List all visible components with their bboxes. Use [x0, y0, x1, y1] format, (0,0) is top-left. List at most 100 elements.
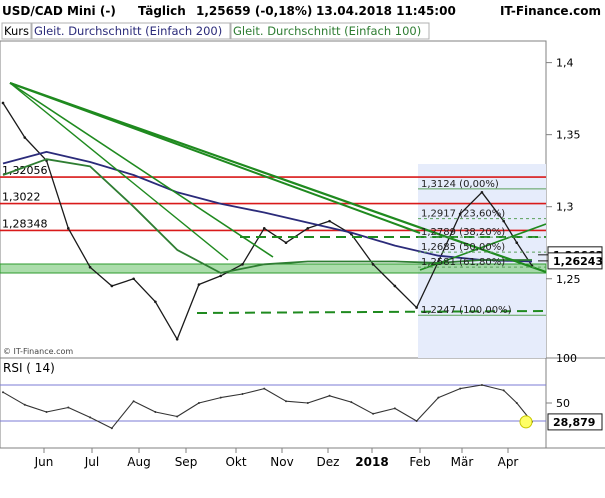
rsi-point — [132, 400, 135, 403]
rsi-point — [328, 394, 331, 397]
price-point — [393, 284, 397, 288]
xtick-label: Mär — [451, 455, 474, 469]
header-brand: IT-Finance.com — [500, 4, 601, 18]
rsi-point — [110, 427, 113, 430]
legend-ma100: Gleit. Durchschnitt (Einfach 100) — [233, 24, 421, 38]
rsi-point — [45, 411, 48, 413]
header-quote: 1,25659 (-0,18%) — [196, 4, 312, 18]
price-point — [175, 337, 179, 341]
price-point — [241, 263, 244, 266]
resistance-label: 1,28348 — [2, 217, 48, 230]
fib-level-label: 1,2247 (100,00%) — [421, 305, 512, 316]
price-point — [415, 306, 418, 309]
rsi-point — [263, 387, 266, 390]
trendline-steep-1 — [9, 82, 274, 258]
rsi-point — [2, 391, 4, 394]
xtick-label: Apr — [498, 455, 519, 469]
ytick-label: 1,4 — [556, 57, 574, 70]
support-dash-lower — [196, 310, 546, 314]
legend-kurs: Kurs — [4, 24, 29, 38]
xtick-label: Aug — [127, 455, 150, 469]
trendline-steep-2 — [9, 82, 229, 261]
trendline-major — [9, 81, 546, 274]
header-title: USD/CAD Mini (-) — [2, 4, 116, 18]
price-point — [502, 219, 505, 223]
rsi-point — [154, 411, 157, 413]
price-point — [284, 241, 288, 245]
ma200-line — [2, 150, 533, 263]
xtick-label: Dez — [317, 455, 340, 469]
rsi-point — [67, 406, 70, 409]
price-point — [480, 190, 484, 194]
rsi-yaxis: 50 100 28,879 — [546, 352, 603, 431]
legend-ma100-box — [230, 22, 430, 40]
rsi-line — [2, 384, 533, 429]
ytick-label: 1,25 — [556, 273, 581, 286]
rsi-value-box — [547, 413, 603, 431]
fib-level-label: 1,2789 (38,20%) — [421, 227, 505, 238]
rsi-last-highlight — [519, 415, 533, 429]
rsi-point — [241, 393, 244, 395]
trendline-upper — [9, 82, 421, 234]
rsi-grid — [0, 384, 546, 422]
fib-level-label: 1,2581 (61,80%) — [421, 257, 505, 268]
rsi-title: RSI ( 14) — [3, 361, 55, 375]
fibonacci-group: 1,3124 (0,00%) 1,2917 (23,60%) 1,2789 (38,… — [418, 179, 546, 316]
legend-ma200: Gleit. Durchschnitt (Einfach 200) — [34, 24, 222, 38]
copyright-text: © IT-Finance.com — [3, 347, 73, 356]
rsi-point — [89, 416, 92, 419]
fib-level-label: 1,2917 (23,60%) — [421, 209, 505, 220]
price-point — [110, 284, 114, 288]
price-point — [88, 265, 92, 269]
rsi-point — [459, 387, 462, 390]
price-point — [262, 227, 266, 230]
price-point — [1, 101, 5, 105]
xaxis: Jun Jul Aug Sep Okt Nov Dez 2018 Feb Mär Apr — [34, 448, 519, 469]
price-point — [23, 136, 27, 139]
header-datetime: 13.04.2018 11:45:00 — [316, 4, 456, 18]
rsi-point — [437, 396, 440, 399]
price-line — [2, 102, 533, 340]
xtick-label: Okt — [225, 455, 246, 469]
legend-kurs-box — [1, 22, 32, 40]
price-point — [458, 212, 462, 216]
resistance-label: 1,3022 — [2, 191, 41, 204]
price-box-label: 1,26243 — [553, 255, 603, 268]
price-point — [515, 241, 519, 245]
rsi-value-label: 28,879 — [553, 416, 595, 429]
rsi-point — [219, 396, 222, 399]
rsi-point — [372, 412, 375, 415]
price-point — [306, 227, 310, 230]
rsi-point — [285, 400, 288, 403]
trendline-rising — [419, 223, 546, 271]
header-period: Täglich — [138, 4, 186, 18]
rsi-point — [197, 402, 200, 404]
price-point — [67, 227, 70, 230]
rsi-point — [502, 389, 505, 392]
price-point — [371, 263, 375, 266]
xtick-label: 2018 — [355, 455, 388, 469]
rsi-series — [2, 384, 533, 430]
fib-level-label: 1,2685 (50,00%) — [421, 242, 505, 253]
rsi-point — [393, 407, 396, 410]
rsi-point — [480, 384, 483, 386]
rsi-point — [415, 420, 418, 422]
resistance-label: 1,32056 — [2, 164, 48, 177]
xtick-label: Nov — [270, 455, 293, 469]
rsi-point — [176, 415, 179, 418]
xtick-label: Sep — [175, 455, 198, 469]
rsi-point — [306, 402, 309, 404]
rsi-point — [350, 401, 353, 404]
xtick-label: Feb — [409, 455, 430, 469]
legend-ma200-box — [31, 22, 231, 40]
rsi-panel-frame — [0, 357, 547, 449]
rsi-point — [515, 402, 518, 404]
ytick-label: 1,35 — [556, 129, 581, 142]
main-yaxis: 1,25 1,3 1,35 1,4 — [546, 57, 581, 286]
price-point — [197, 283, 201, 286]
price-point — [154, 300, 157, 304]
price-point — [328, 219, 331, 223]
